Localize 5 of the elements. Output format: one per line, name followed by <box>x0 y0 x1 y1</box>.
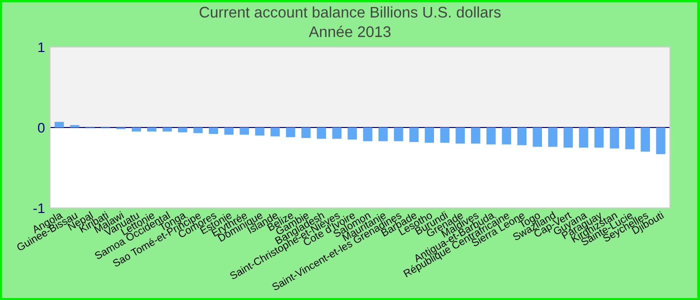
y-tick-label: -1 <box>33 203 44 214</box>
chart-title: Current account balance Billions U.S. dollars <box>200 6 501 18</box>
y-tick-label: 1 <box>38 42 44 52</box>
chart-subtitle: Année 2013 <box>308 26 391 38</box>
y-tick-label: 0 <box>38 122 45 133</box>
